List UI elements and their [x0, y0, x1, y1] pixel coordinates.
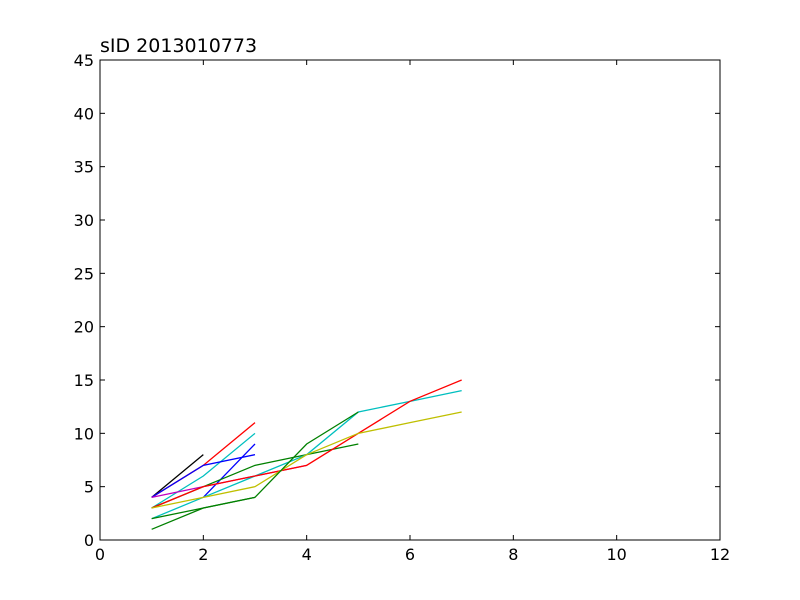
series-line-3 — [151, 432, 256, 509]
x-tick-label: 4 — [302, 545, 312, 564]
x-tick-label: 0 — [95, 545, 105, 564]
y-tick-label: 45 — [74, 51, 94, 70]
y-tick-label: 25 — [74, 264, 94, 283]
x-tick-label: 2 — [198, 545, 208, 564]
y-tick-label: 35 — [74, 158, 94, 177]
axis-ticks: 0 2 4 6 8 10 12 0 5 10 15 20 25 30 35 40 45 — [74, 51, 731, 564]
series-line-10 — [151, 411, 462, 509]
series-line-4 — [151, 454, 256, 498]
x-tick-label: 8 — [508, 545, 518, 564]
y-tick-label: 20 — [74, 318, 94, 337]
x-tick-label: 12 — [710, 545, 730, 564]
y-tick-label: 30 — [74, 211, 94, 230]
y-tick-label: 15 — [74, 371, 94, 390]
series-line-9 — [151, 379, 462, 509]
plot-frame — [99, 59, 721, 541]
y-tick-label: 5 — [84, 478, 94, 497]
series-line-5 — [202, 443, 256, 498]
y-tick-label: 0 — [84, 531, 94, 550]
series-line-1 — [151, 454, 204, 498]
plot-background — [100, 60, 720, 540]
series-line-12 — [151, 496, 256, 520]
x-tick-label: 6 — [405, 545, 415, 564]
x-tick-label: 10 — [606, 545, 626, 564]
chart-title: sID 2013010773 — [100, 35, 257, 57]
y-tick-label: 40 — [74, 104, 94, 123]
y-tick-label: 10 — [74, 424, 94, 443]
series-lines — [151, 379, 462, 530]
